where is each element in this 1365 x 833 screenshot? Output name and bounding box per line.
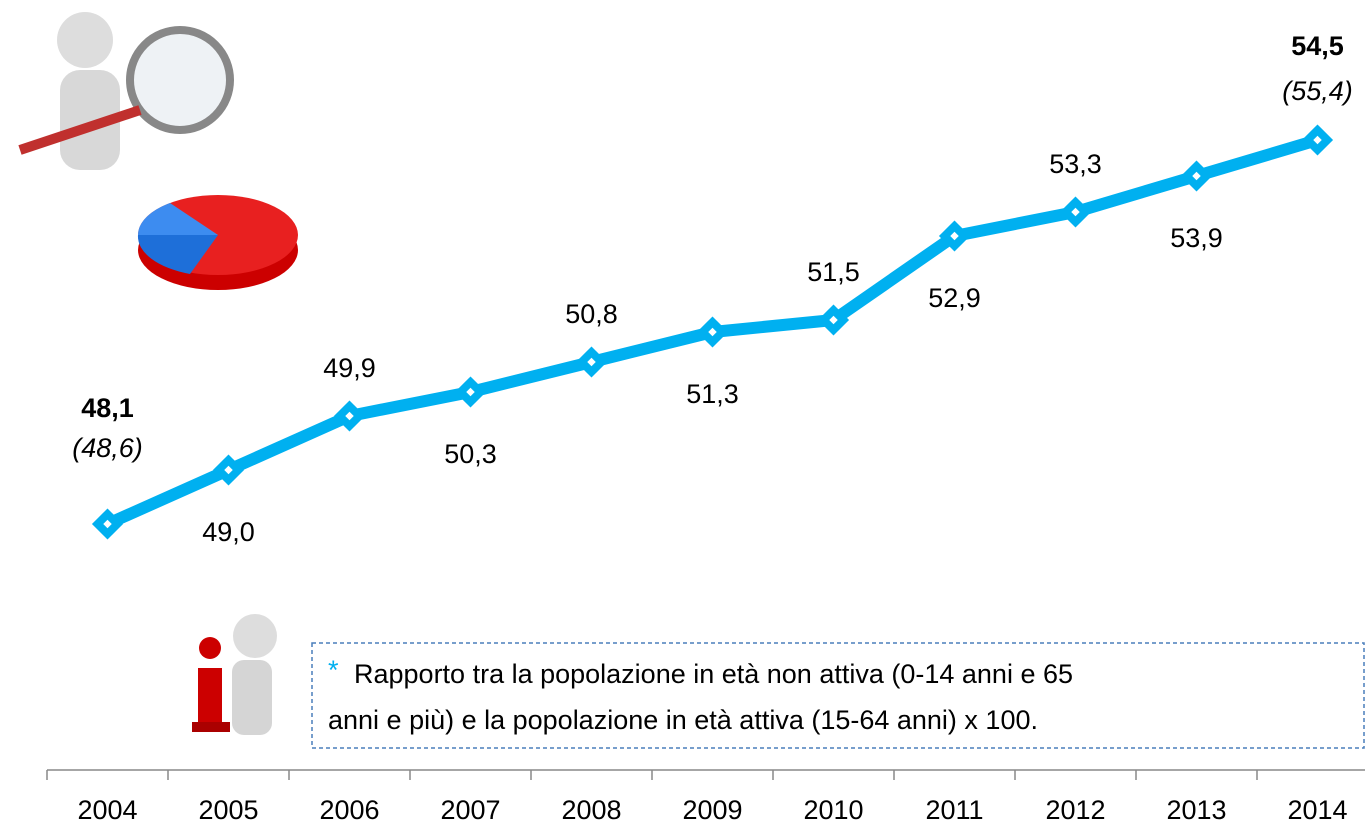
marker-center [345, 411, 354, 421]
data-label: 48,1 [81, 393, 134, 423]
note-marker: * [328, 655, 339, 685]
x-tick-label: 2011 [925, 795, 983, 825]
marker-center [466, 387, 475, 397]
marker-center [708, 327, 717, 337]
data-label: 53,9 [1170, 223, 1223, 253]
data-label: 52,9 [928, 283, 981, 313]
x-tick-label: 2013 [1166, 795, 1226, 825]
x-tick-label: 2008 [561, 795, 621, 825]
annotation: (48,6) [72, 433, 143, 463]
data-label: 51,3 [686, 379, 739, 409]
annotation: (55,4) [1282, 76, 1353, 106]
data-label: 53,3 [1049, 149, 1102, 179]
note-line: Rapporto tra la popolazione in età non a… [354, 659, 1073, 689]
info-icon [192, 614, 277, 735]
x-tick-label: 2004 [77, 795, 137, 825]
data-label: 51,5 [807, 257, 860, 287]
marker-center [587, 357, 596, 367]
marker-center [829, 315, 838, 325]
data-label: 50,8 [565, 299, 618, 329]
data-label: 49,0 [202, 517, 255, 547]
note-box [311, 642, 1365, 749]
note-line: anni e più) e la popolazione in età atti… [328, 705, 1038, 735]
data-label: 50,3 [444, 439, 497, 469]
data-label: 54,5 [1291, 31, 1344, 61]
x-tick-label: 2005 [198, 795, 258, 825]
x-tick-label: 2009 [682, 795, 742, 825]
x-tick-label: 2014 [1287, 795, 1347, 825]
data-label: 49,9 [323, 353, 376, 383]
marker-center [224, 465, 233, 475]
x-tick-label: 2010 [803, 795, 863, 825]
x-tick-label: 2012 [1045, 795, 1105, 825]
magnifier-icon [18, 12, 298, 290]
x-tick-label: 2007 [440, 795, 500, 825]
x-tick-label: 2006 [319, 795, 379, 825]
